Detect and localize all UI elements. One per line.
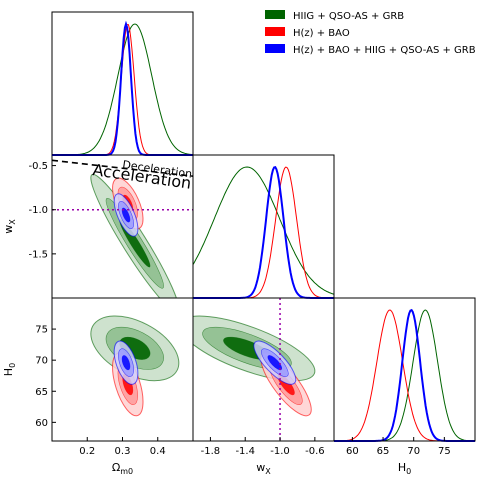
legend: HIIG + QSO-AS + GRB H(z) + BAO H(z) + BA…: [265, 10, 476, 56]
x-tick-label-wx: -1.4: [235, 446, 255, 457]
marginal-wx: [192, 154, 335, 299]
y-tick-label-wx: -0.5: [28, 161, 48, 172]
legend-swatch-green: [265, 10, 285, 19]
x-axis-label-wx: wX: [256, 461, 271, 476]
x-tick-label-om: 0.2: [79, 446, 95, 457]
y-tick-label-h0: 65: [35, 387, 48, 398]
x-axis-label-sub: m0: [120, 467, 133, 476]
x-tick-label-om: 0.4: [150, 446, 166, 457]
y-axis-label-wx: wX: [2, 219, 17, 234]
y-tick-label-h0: 75: [35, 325, 48, 336]
legend-label-blue: H(z) + BAO + HIIG + QSO-AS + GRB: [293, 45, 476, 56]
series-2-contours: [113, 340, 139, 385]
y-axis-label-sub: 0: [8, 363, 17, 368]
panel-body: [52, 159, 193, 298]
x-tick-label-h0: 75: [438, 446, 451, 457]
panel-body: [90, 315, 180, 417]
marginal-frame: [51, 11, 194, 156]
series-2-contours: [253, 340, 297, 385]
y-axis-label-sub: X: [8, 219, 17, 225]
series-2-marginal-line: [193, 166, 334, 299]
marginal-frame: [333, 297, 476, 442]
series-1-marginal-line: [334, 309, 475, 442]
legend-label-green: HIIG + QSO-AS + GRB: [293, 11, 404, 22]
y-axis-label-h0: H0: [2, 363, 17, 376]
series-0-contours: [90, 173, 180, 298]
y-tick-label-wx: -1.5: [28, 249, 48, 260]
x-tick-label-h0: 65: [377, 446, 390, 457]
x-axis-label-h0: H0: [398, 461, 411, 476]
series-0-contours: [193, 315, 316, 382]
y-tick-label-wx: -1.0: [28, 205, 48, 216]
legend-label-red: H(z) + BAO: [293, 28, 350, 39]
marginal-frame: [192, 154, 335, 299]
x-tick-label-wx: -1.8: [201, 446, 221, 457]
x-axis-label-om: Ωm0: [112, 461, 133, 476]
x-axis-label-sub: 0: [406, 467, 411, 476]
contour-level-3: [121, 207, 131, 223]
y-tick-label-h0: 60: [35, 418, 48, 429]
legend-swatch-red: [265, 27, 285, 36]
panel-wx-h0: [192, 297, 335, 442]
x-tick-label-h0: 60: [346, 446, 359, 457]
series-2-contours: [113, 193, 139, 237]
x-tick-label-wx: -1.0: [270, 446, 290, 457]
series-2-marginal-line: [52, 20, 193, 156]
series-1-marginal-line: [193, 166, 334, 299]
legend-swatch-blue: [265, 44, 285, 53]
marginal-h0: [333, 297, 476, 442]
x-axis-label-sub: X: [265, 467, 271, 476]
contour-level-3: [121, 355, 131, 371]
x-tick-label-om: 0.3: [115, 446, 131, 457]
panel-body: [193, 298, 316, 441]
series-0-marginal-line: [192, 166, 335, 295]
marginal-om: [51, 11, 194, 156]
contour-level-3: [267, 355, 283, 371]
acceleration-boundary-line: [52, 159, 193, 177]
y-tick-label-h0: 70: [35, 356, 48, 367]
panel-om-h0: [51, 297, 194, 442]
x-tick-label-wx: -0.6: [305, 446, 325, 457]
x-tick-label-h0: 70: [407, 446, 420, 457]
